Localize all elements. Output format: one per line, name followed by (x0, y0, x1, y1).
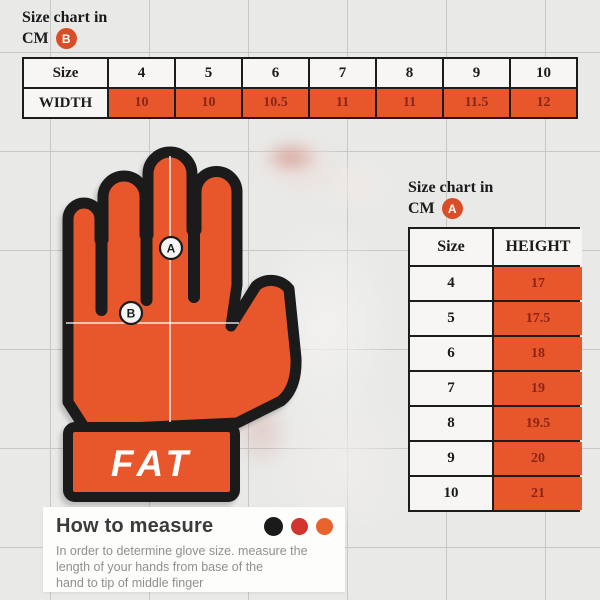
how-to-measure-text: In order to determine glove size. measur… (56, 543, 333, 591)
height-table-value-cell: 17 (494, 267, 582, 300)
width-table-header-size: Size (24, 59, 107, 87)
height-table-value-cell: 17.5 (494, 302, 582, 335)
height-table-value-cell: 20 (494, 442, 582, 475)
width-table: Size 4 5 6 7 8 9 10 WIDTH 10 10 10.5 11 … (22, 57, 578, 119)
how-to-measure-title: How to measure (56, 515, 214, 537)
height-table-value-cell: 21 (494, 477, 582, 510)
height-table-value-cell: 18 (494, 337, 582, 370)
height-table-value-cell: 19.5 (494, 407, 582, 440)
height-table-size-cell: 9 (410, 442, 492, 475)
width-table-size-cell: 5 (176, 59, 241, 87)
width-table-value-cell: 11 (310, 89, 375, 117)
marker-b-badge: B (55, 28, 77, 49)
height-table-size-cell: 4 (410, 267, 492, 300)
height-table-header-height: HEIGHT (494, 229, 582, 265)
how-to-line: hand to tip of middle finger (56, 576, 204, 590)
height-table-size-cell: 6 (410, 337, 492, 370)
orange-dot-icon (316, 518, 333, 535)
width-table-value-cell: 10 (109, 89, 174, 117)
marker-a-badge: A (441, 198, 463, 219)
width-chart-label-unit: CM (22, 29, 49, 47)
height-table-size-cell: 5 (410, 302, 492, 335)
black-dot-icon (264, 517, 283, 536)
width-table-value-cell: 11 (377, 89, 442, 117)
width-table-value-cell: 12 (511, 89, 576, 117)
brand-logo: FAT (111, 443, 193, 484)
width-table-size-cell: 7 (310, 59, 375, 87)
how-to-line: In order to determine glove size. measur… (56, 544, 308, 558)
color-dots (264, 517, 333, 536)
height-table-value-cell: 19 (494, 372, 582, 405)
height-table: Size HEIGHT 4 17 5 17.5 6 18 7 19 8 19.5… (408, 227, 582, 512)
height-table-size-cell: 8 (410, 407, 492, 440)
width-table-value-cell: 10 (176, 89, 241, 117)
width-table-size-cell: 8 (377, 59, 442, 87)
finger-seams (95, 186, 200, 316)
glove-illustration: A B FAT (40, 140, 340, 510)
width-table-row-label: WIDTH (24, 89, 107, 117)
marker-b-circle (118, 300, 144, 326)
width-chart-label: Size chart in CM B (22, 8, 107, 49)
red-dot-icon (291, 518, 308, 535)
width-table-size-cell: 10 (511, 59, 576, 87)
width-table-size-cell: 6 (243, 59, 308, 87)
height-chart-label-unit: CM (408, 199, 435, 217)
height-chart-label-line1: Size chart in (408, 179, 494, 196)
width-table-size-cell: 9 (444, 59, 509, 87)
width-table-size-cell: 4 (109, 59, 174, 87)
how-to-measure-panel: How to measure In order to determine glo… (43, 507, 345, 592)
glove-cuff (63, 422, 240, 502)
width-chart-label-line1: Size chart in (22, 9, 108, 26)
height-table-header-size: Size (410, 229, 492, 265)
height-table-size-cell: 10 (410, 477, 492, 510)
height-chart-label: Size chart in CM A (408, 178, 493, 219)
marker-a-circle (158, 235, 184, 261)
marker-b-letter: B (127, 307, 136, 321)
width-table-value-cell: 11.5 (444, 89, 509, 117)
height-table-size-cell: 7 (410, 372, 492, 405)
marker-a-letter: A (167, 242, 176, 256)
how-to-line: length of your hands from base of the (56, 560, 264, 574)
width-table-value-cell: 10.5 (243, 89, 308, 117)
